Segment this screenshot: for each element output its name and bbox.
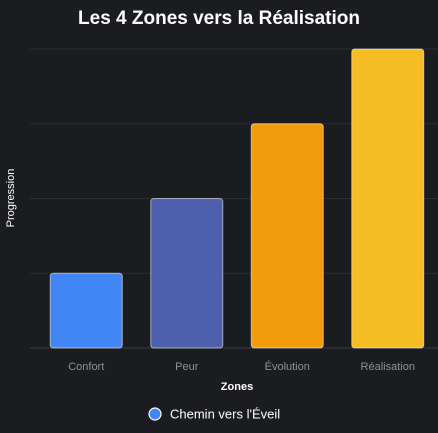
- legend-marker: [148, 407, 162, 421]
- chart-title: Les 4 Zones vers la Réalisation: [78, 8, 360, 29]
- bars: [49, 48, 425, 349]
- x-tick-labels: Confort Peur Évolution Réalisation: [68, 360, 415, 373]
- bar-evolution[interactable]: [250, 123, 324, 349]
- x-tick-label: Peur: [175, 361, 199, 373]
- legend-label: Chemin vers l'Éveil: [170, 407, 280, 422]
- bar-realisation[interactable]: [351, 48, 425, 349]
- x-tick-label: Évolution: [265, 360, 310, 373]
- x-tick-label: Confort: [68, 361, 104, 373]
- x-tick-label: Réalisation: [361, 361, 415, 373]
- y-axis-title: Progression: [5, 169, 17, 228]
- x-axis-title: Zones: [221, 381, 253, 393]
- bar-peur[interactable]: [150, 198, 224, 349]
- legend[interactable]: Chemin vers l'Éveil: [148, 407, 280, 422]
- bar-confort[interactable]: [49, 272, 123, 349]
